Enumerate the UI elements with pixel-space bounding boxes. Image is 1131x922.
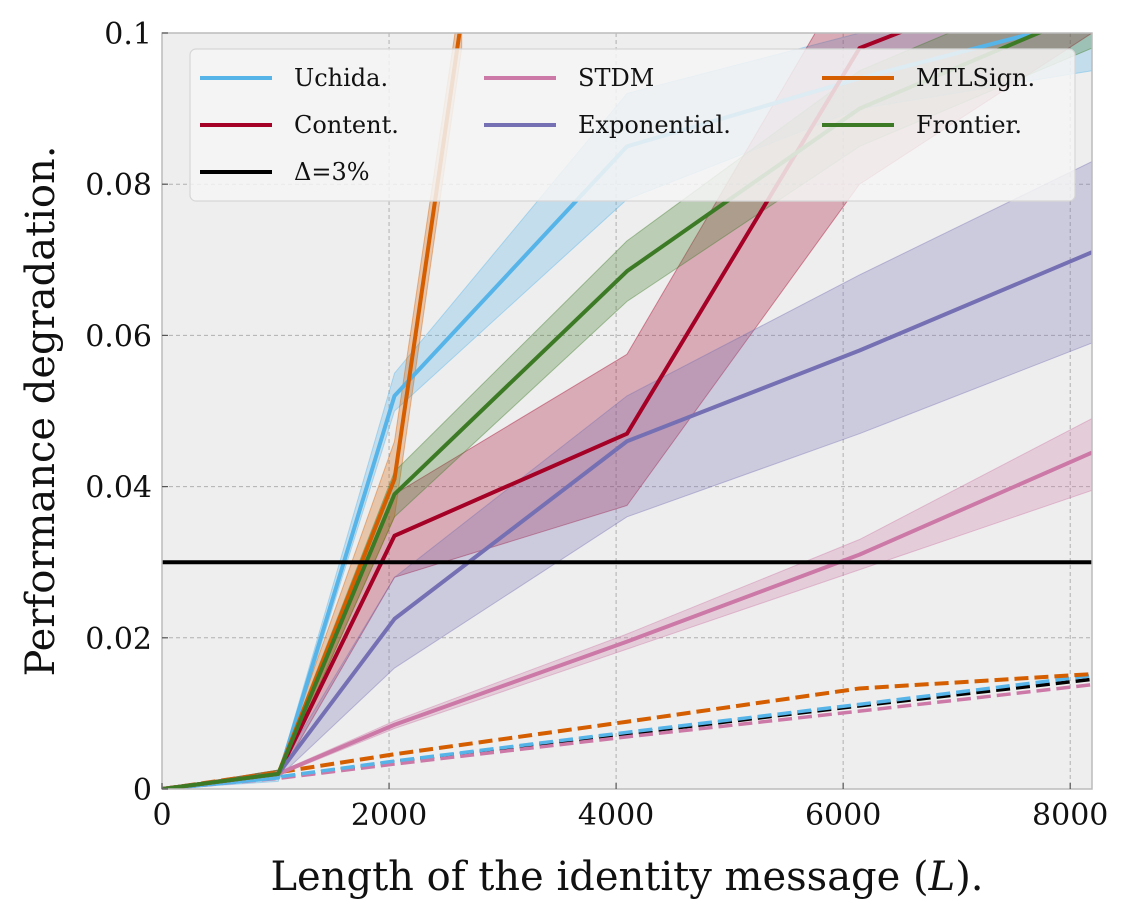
dashed-line-3 [162, 672, 1092, 789]
legend-label-exponential: Exponential. [578, 111, 731, 139]
legend: Uchida. Content. Δ=3% STDM Exponential. MTLSi… [189, 48, 1076, 202]
plot-frame [161, 32, 1093, 790]
dashed-line-2 [162, 673, 1092, 789]
y-axis-title: Performance degradation. [18, 146, 64, 677]
axis-ticks: 0 2000 4000 6000 8000 0 0.02 0.04 0.06 0.08 0.1 [85, 17, 1108, 833]
legend-label-frontier: Frontier. [916, 111, 1022, 139]
legend-box [189, 48, 1076, 202]
dashed-line-1 [162, 682, 1092, 789]
legend-label-uchida: Uchida. [294, 64, 388, 92]
x-tick-label: 2000 [351, 798, 427, 833]
x-tick-label: 6000 [805, 798, 881, 833]
y-tick-label: 0.02 [85, 622, 152, 657]
x-axis-title: Length of the identity message (L). [270, 854, 983, 900]
legend-label-content: Content. [294, 111, 399, 139]
y-tick-label: 0.1 [104, 17, 152, 52]
legend-label-3: Δ=3% [294, 158, 370, 186]
dashed-lines [162, 672, 1092, 789]
x-tick-label: 8000 [1032, 798, 1108, 833]
band-exponential [162, 160, 1092, 789]
x-tick-label: 4000 [578, 798, 654, 833]
y-tick-label: 0.08 [85, 168, 152, 203]
legend-label-mtlsign: MTLSign. [916, 64, 1035, 92]
y-tick-label: 0.06 [85, 319, 152, 354]
y-tick-label: 0.04 [85, 471, 152, 506]
y-tick-label: 0 [133, 773, 152, 808]
band-stdm [162, 417, 1092, 789]
x-tick-label: 0 [152, 798, 171, 833]
legend-label-stdm: STDM [578, 64, 654, 92]
